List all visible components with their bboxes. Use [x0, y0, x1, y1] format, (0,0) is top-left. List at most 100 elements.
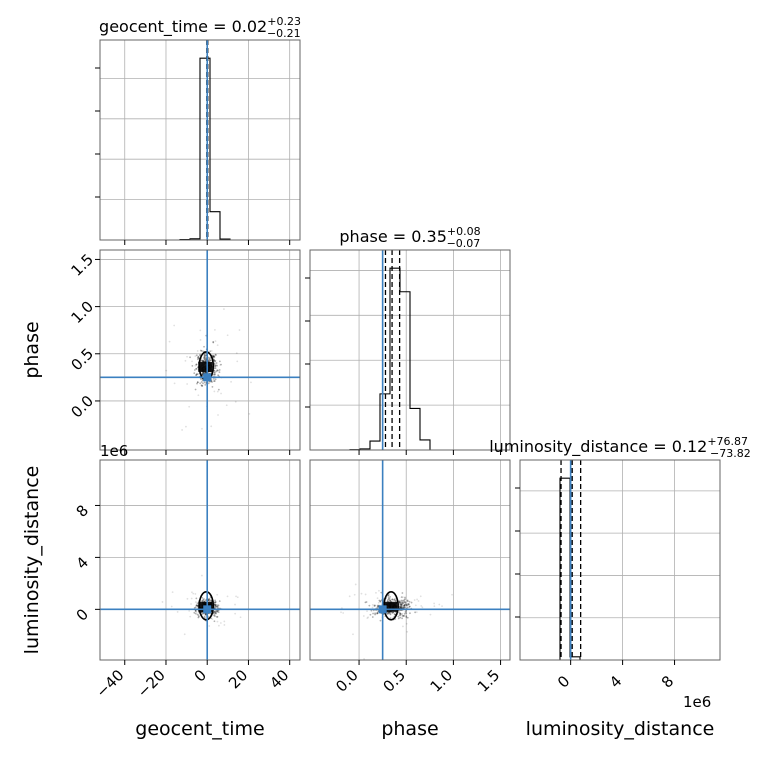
sample-point	[216, 605, 219, 608]
sample-point	[386, 612, 389, 615]
sample-point	[405, 612, 408, 615]
sample-point	[214, 604, 217, 606]
sample-point	[223, 620, 226, 623]
sample-point	[193, 611, 196, 614]
sample-point	[189, 356, 191, 359]
sample-point	[403, 604, 406, 607]
density-contours	[198, 351, 399, 621]
x-tick-label-luminosity_distance: 4	[606, 672, 625, 691]
sample-point	[400, 606, 403, 609]
sample-point	[214, 610, 217, 613]
sample-point	[433, 602, 436, 605]
sample-point	[208, 598, 211, 600]
sample-point	[213, 390, 216, 393]
sample-point	[202, 598, 205, 601]
sample-point	[399, 607, 402, 609]
sample-point	[195, 363, 198, 366]
xlabel-phase: phase	[381, 718, 438, 740]
sample-point	[217, 388, 220, 391]
x-tick-label-geocent_time: 20	[225, 666, 251, 692]
sample-point	[200, 378, 202, 381]
sample-point	[218, 360, 221, 363]
sample-point	[201, 360, 204, 363]
sample-point	[212, 354, 215, 357]
sample-point	[406, 606, 409, 609]
truth-marker	[203, 373, 212, 382]
sample-point	[204, 613, 207, 616]
offset-label-distance-x: 1e6	[683, 693, 711, 711]
sample-point	[389, 595, 391, 598]
sample-point	[406, 604, 409, 607]
sample-point	[203, 356, 206, 358]
sample-point	[194, 388, 197, 391]
sample-point	[352, 633, 354, 636]
sample-point	[214, 365, 217, 368]
sample-point	[197, 355, 200, 358]
sample-point	[213, 359, 216, 362]
x-tick-label-phase: 0.5	[379, 666, 409, 696]
sample-point	[176, 611, 179, 613]
sample-point	[212, 378, 215, 380]
sample-point	[203, 617, 206, 619]
sample-point	[204, 383, 207, 386]
sample-point	[195, 373, 198, 375]
sample-point	[216, 615, 219, 618]
sample-point	[195, 611, 198, 614]
sample-point	[203, 356, 205, 359]
sample-point	[404, 611, 407, 613]
sample-point	[197, 356, 200, 359]
sample-point	[193, 607, 196, 609]
sample-point	[213, 607, 216, 609]
sample-point	[199, 339, 202, 341]
offset-label-distance-y: 1e6	[100, 442, 128, 460]
sample-point	[219, 364, 222, 366]
sample-point	[214, 604, 217, 607]
sample-point	[399, 612, 402, 615]
sample-point	[374, 612, 377, 615]
sample-point	[213, 605, 216, 608]
sample-point	[216, 620, 219, 623]
sample-point	[203, 345, 205, 348]
sample-point	[376, 612, 379, 615]
sample-point	[217, 374, 220, 377]
sample-point	[399, 614, 402, 616]
sample-point	[200, 381, 203, 383]
sample-point	[194, 364, 197, 367]
sample-point	[203, 600, 206, 603]
sample-point	[403, 599, 405, 602]
sample-point	[208, 358, 211, 361]
sample-point	[393, 599, 395, 601]
sample-point	[217, 624, 220, 627]
sample-point	[398, 614, 401, 617]
sample-point	[195, 374, 197, 376]
sample-point	[188, 609, 191, 612]
sample-point	[401, 615, 404, 618]
sample-point	[204, 614, 207, 616]
panel-distance-vs-phase	[310, 460, 510, 660]
panel-border	[519, 459, 721, 661]
sample-point	[201, 373, 204, 376]
sample-point	[365, 601, 368, 603]
sample-point	[400, 606, 403, 609]
sample-point	[214, 611, 217, 614]
sample-point	[161, 601, 164, 603]
sample-point	[230, 380, 232, 383]
sample-point	[451, 593, 453, 596]
sample-point	[401, 599, 404, 602]
sample-point	[190, 603, 192, 605]
sample-point	[207, 599, 210, 601]
sample-point	[201, 373, 203, 376]
sample-point	[250, 381, 252, 384]
sample-point	[214, 612, 217, 614]
y-tick-label-luminosity_distance: 8	[73, 501, 92, 520]
sample-point	[234, 400, 237, 403]
sample-point	[205, 613, 207, 616]
sample-point	[203, 615, 206, 618]
sample-point	[403, 604, 406, 606]
truth-lines	[100, 40, 572, 660]
sample-point	[201, 597, 204, 599]
sample-point	[201, 427, 203, 430]
sample-point	[201, 374, 204, 377]
sample-point	[200, 359, 203, 362]
sample-point	[393, 611, 395, 614]
